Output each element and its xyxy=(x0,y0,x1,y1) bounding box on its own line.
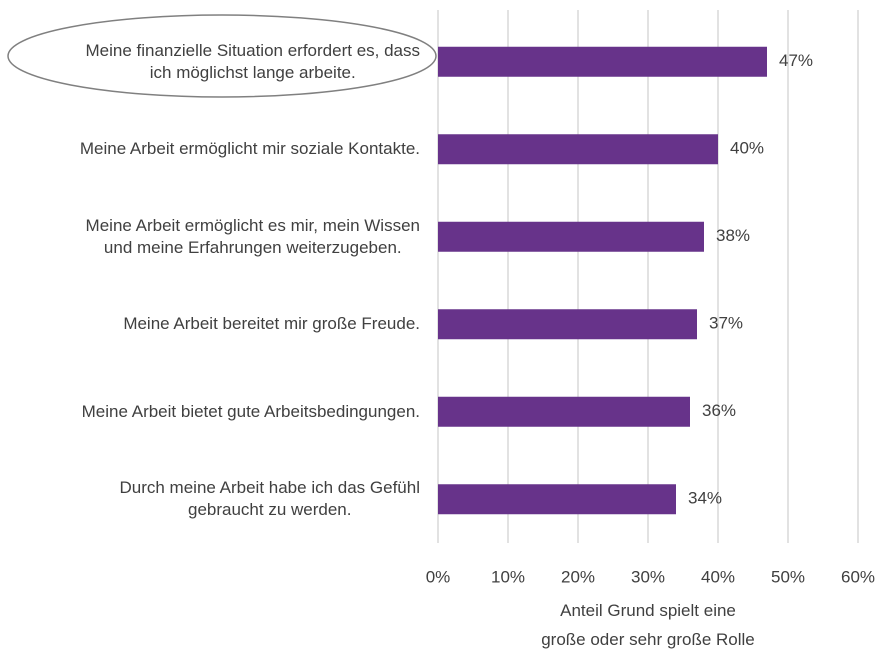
y-tick-label: Meine Arbeit bietet gute Arbeitsbedingun… xyxy=(81,401,420,421)
bar xyxy=(438,309,697,340)
bar xyxy=(438,221,704,252)
x-axis-title: Anteil Grund spielt eine große oder sehr… xyxy=(541,601,755,649)
x-tick-label: 30% xyxy=(631,567,665,586)
data-label: 47% xyxy=(779,51,813,70)
data-label: 38% xyxy=(716,226,750,245)
bar xyxy=(438,46,767,77)
x-tick-label: 40% xyxy=(701,567,735,586)
data-label: 34% xyxy=(688,489,722,508)
x-tick-label: 20% xyxy=(561,567,595,586)
y-tick-label: Meine Arbeit ermöglicht mir soziale Kont… xyxy=(79,139,420,159)
data-label: 36% xyxy=(702,401,736,420)
bar xyxy=(438,484,676,515)
highlight-ellipse xyxy=(7,14,437,98)
y-tick-label: Meine Arbeit bereitet mir große Freude. xyxy=(123,314,420,334)
data-label: 37% xyxy=(709,314,743,333)
y-tick-label: Durch meine Arbeit habe ich das Gefühl g… xyxy=(119,478,420,520)
y-tick-label: Meine finanzielle Situation erfordert es… xyxy=(85,40,420,82)
bar xyxy=(438,134,718,165)
bar xyxy=(438,396,690,427)
x-tick-label: 0% xyxy=(426,567,451,586)
x-tick-label: 60% xyxy=(841,567,875,586)
y-tick-label: Meine Arbeit ermöglicht es mir, mein Wis… xyxy=(85,215,420,257)
x-tick-label: 50% xyxy=(771,567,805,586)
data-label: 40% xyxy=(730,139,764,158)
x-tick-label: 10% xyxy=(491,567,525,586)
